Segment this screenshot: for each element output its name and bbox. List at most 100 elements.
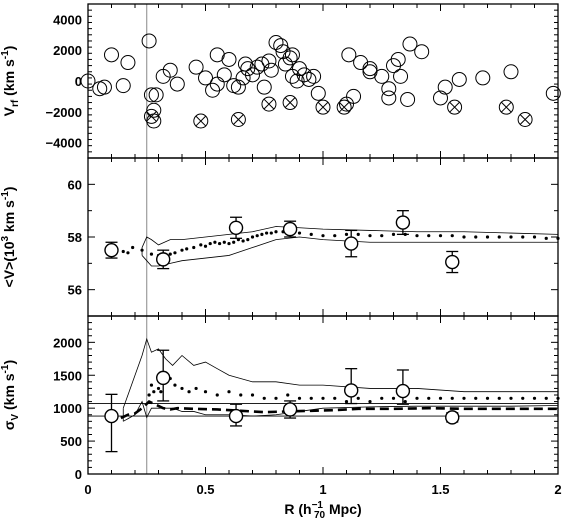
running-sigma-point [321,396,325,400]
running-mean-point [544,236,548,240]
dashed-curve [120,400,558,420]
crossed-circle-point [263,98,275,110]
running-mean-point [438,234,443,238]
running-mean-point [344,232,349,236]
y-tick-label: −4000 [45,136,82,151]
running-sigma-point [173,383,177,387]
open-circle-point [386,58,401,74]
y-tick-label: 58 [68,230,82,245]
running-mean-point [356,232,360,236]
binned-point [282,402,298,417]
open-circle-point [240,61,256,77]
binned-point [445,410,460,425]
open-circle-point [433,90,448,106]
open-circle-point [306,68,322,84]
running-mean-point [250,235,255,239]
running-sigma-point [333,396,337,400]
open-circle-point [169,76,185,92]
crossed-circle-point [498,99,514,115]
running-mean-point [222,240,226,244]
open-circle-point [341,47,357,63]
crossed-circle-point [261,96,277,112]
running-sigma-point [509,396,513,400]
running-mean-point [265,231,269,235]
running-mean-point [232,240,236,244]
crossed-circle-point [230,112,246,127]
envelope-lower [141,236,558,267]
binned-point [344,236,359,251]
running-sigma-point [450,396,454,400]
frame-layer [87,3,559,475]
running-mean-point [180,248,184,252]
running-mean-point [173,251,177,255]
running-mean-point [309,232,313,236]
binned-point [344,383,359,398]
envelope-lower [123,400,559,422]
running-sigma-point [544,396,548,400]
line-layer [88,4,559,474]
open-circle-point [146,102,162,118]
running-sigma-point [156,386,161,391]
y-tick-label: −2000 [45,105,82,120]
open-circle-point [245,67,260,83]
binned-point [395,383,411,399]
binned-point [228,408,244,424]
running-mean-point [509,235,513,239]
crossed-circle-point [143,108,159,124]
open-circle-point [96,79,112,95]
running-sigma-point [403,399,407,404]
open-circle-point [209,76,225,92]
open-circle-point [437,79,453,95]
running-mean-point [474,235,478,239]
running-mean-point [185,247,189,251]
running-mean-point [121,249,125,254]
x-tick-label: 2 [554,482,561,497]
binned-point [395,215,411,230]
y-axis-label: σV (km s-1) [0,360,21,430]
running-sigma-point [474,396,478,400]
open-circle-point [198,70,213,86]
running-sigma-point [368,399,372,404]
running-mean-point [208,241,212,246]
marker-layer [80,33,561,453]
running-mean-point [131,245,135,250]
open-circle-point [296,67,312,83]
crossed-circle-point [282,95,298,111]
binned-point [282,221,298,237]
running-sigma-point [297,396,302,400]
running-mean-point [227,241,231,246]
running-mean-point [203,244,208,248]
running-sigma-point [497,396,501,400]
open-circle-point [353,55,369,71]
crossed-circle-point [447,99,463,115]
running-mean-point [427,234,431,238]
running-sigma-point [152,390,156,394]
running-mean-point [450,234,454,238]
running-mean-point [391,232,396,236]
running-sigma-point [227,390,231,394]
running-mean-point [321,234,325,238]
x-axis-label: R (h−1 70 Mpc) [284,500,361,521]
crossed-circle-point [284,97,296,108]
envelope-upper [141,226,559,248]
running-sigma-point [309,396,313,400]
open-circle-point [188,59,204,75]
open-circle-point [346,88,362,104]
crossed-circle-point [336,99,352,115]
binned-point [228,220,244,235]
y-tick-label: 60 [68,177,82,192]
running-mean-point [218,241,222,246]
running-sigma-point [415,396,419,400]
y-axis-label: <V>(103 km s-1) [0,187,17,288]
crossed-circle-point [315,99,331,115]
y-tick-label: 4000 [53,12,82,27]
open-circle-point [92,81,108,97]
x-tick-label: 1 [319,482,326,497]
running-mean-point [532,235,537,239]
running-sigma-point [532,396,537,400]
y-axis-label: Vrf (km s-1) [0,46,21,117]
y-tick-label: 2000 [53,43,82,58]
running-mean-point [297,231,302,235]
open-circle-point [284,47,300,63]
